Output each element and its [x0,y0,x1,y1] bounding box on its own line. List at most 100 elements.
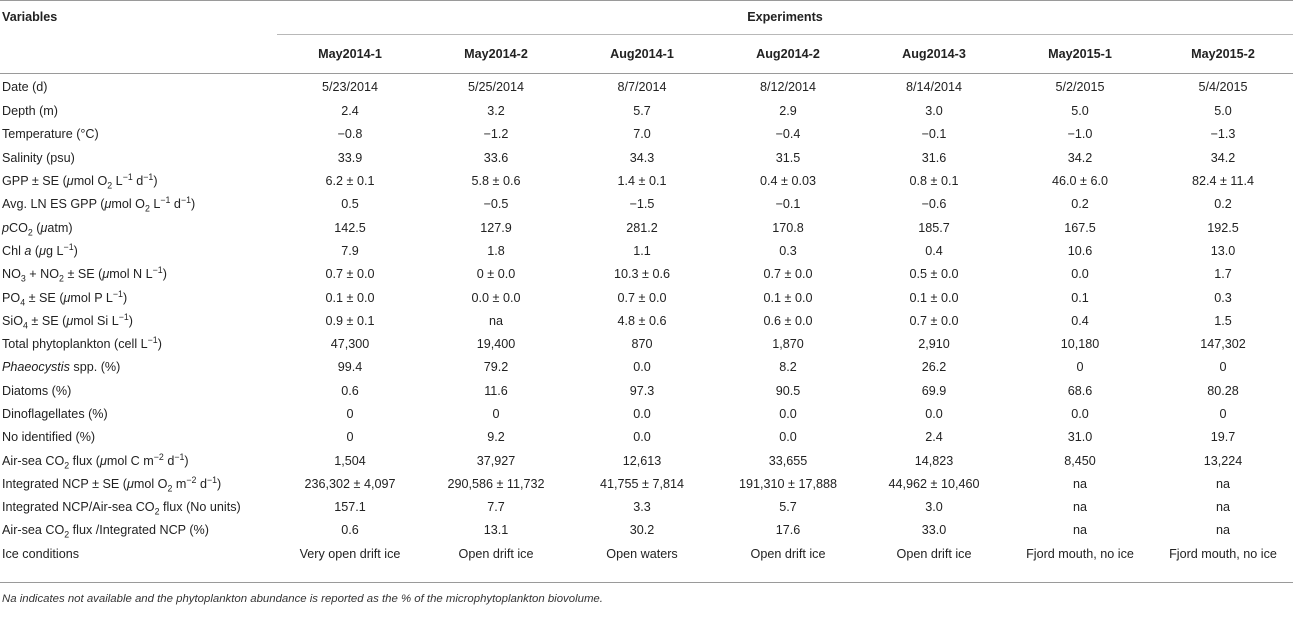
table-cell: −0.1 [775,197,801,212]
table-cell: 1,870 [772,337,804,352]
table-cell: Fjord mouth, no ice [1153,542,1293,584]
table-cell: 157.1 [334,500,366,515]
table-cell: 34.3 [629,150,655,165]
header-row-top: Variables Experiments [0,0,1293,35]
table-cell: 10,180 [1060,337,1100,352]
table-cell: −0.6 [921,197,947,212]
table-cell: 90.5 [775,383,801,398]
table-cell: 34.2 [1210,150,1236,165]
table-row: Phaeocystis spp. (%) 99.4 79.2 0.0 8.2 26.2 0 0 [0,356,1293,379]
table-cell: 31.5 [775,150,801,165]
table-cell: na [1072,476,1087,491]
table-cell: 167.5 [1064,220,1096,235]
row-label: GPP ± SE (μmol O2 L−1 d−1) [2,171,158,191]
table-cell: 47,300 [330,337,370,352]
table-cell: −1.0 [1067,127,1093,142]
table-cell: 11.6 [484,383,508,398]
table-cell: 14,823 [914,453,954,468]
table-cell: 0.8 ± 0.1 [909,174,959,189]
table-cell: 0.6 [341,383,359,398]
table-cell: 1.5 [1214,313,1232,328]
table-cell: 19.7 [1210,430,1236,445]
row-label: Phaeocystis spp. (%) [2,360,121,375]
table-cell: 3.2 [487,104,505,119]
table-cell: 127.9 [480,220,512,235]
table-cell: 147,302 [1200,337,1246,352]
table-cell: 2.9 [779,104,797,119]
table-row: Salinity (psu) 33.9 33.6 34.3 31.5 31.6 34.2 34… [0,147,1293,170]
row-label: Date (d) [0,73,277,100]
table-cell: 0.1 ± 0.0 [325,290,375,305]
table-row: Date (d) 5/23/2014 5/25/2014 8/7/2014 8/12/2… [0,73,1293,100]
table-cell: 0.4 [1071,313,1089,328]
table-cell: 5/23/2014 [277,73,423,100]
table-row: Chl a (μg L−1) 7.9 1.8 1.1 0.3 0.4 10.6 13.0 [0,240,1293,263]
table-cell: 0 ± 0.0 [476,267,516,282]
table-cell: 6.2 ± 0.1 [325,174,375,189]
table-cell: 33.0 [921,523,947,538]
row-label: Depth (m) [2,104,58,119]
column-header-aug2014-2: Aug2014-2 [756,46,820,61]
table-cell: 31.0 [1067,430,1093,445]
table-cell: 13.1 [483,523,509,538]
table-cell: 142.5 [334,220,366,235]
table-cell: −0.4 [775,127,801,142]
table-cell: 0.4 ± 0.03 [760,174,816,189]
table-cell: 0.2 [1214,197,1232,212]
table-cell: 0.0 [1071,267,1089,282]
table-cell: 0.0 [779,430,797,445]
table-cell: 44,962 ± 10,460 [888,476,980,491]
table-cell: 46.0 ± 6.0 [1052,174,1108,189]
table-cell: 12,613 [622,453,662,468]
table-cell: 2.4 [925,430,943,445]
table-cell: 870 [631,337,653,352]
table-cell: 7.9 [341,243,359,258]
table-cell: −1.3 [1210,127,1236,142]
table-row: No identified (%) 0 9.2 0.0 0.0 2.4 31.0 19.7 [0,426,1293,449]
table-cell: 0.0 [633,360,651,375]
table-cell: 8,450 [1064,453,1096,468]
table-row: Avg. LN ES GPP (μmol O2 L−1 d−1) 0.5 −0.5 −… [0,193,1293,216]
table-cell: 69.9 [921,383,947,398]
column-header-may2014-2: May2014-2 [464,46,528,61]
table-cell: 0.4 [925,243,943,258]
table-cell: Open waters [569,542,715,584]
table-cell: 82.4 ± 11.4 [1192,174,1254,189]
table-cell: 26.2 [921,360,947,375]
table-cell: 13.0 [1210,243,1236,258]
table-cell: 4.8 ± 0.6 [617,313,667,328]
row-label: Ice conditions [0,542,277,584]
table-cell: na [1072,500,1087,515]
table-cell: −1.2 [483,127,509,142]
table-cell: 97.3 [629,383,655,398]
table-body: Date (d) 5/23/2014 5/25/2014 8/7/2014 8/12/2… [0,73,1293,584]
table-cell: 191,310 ± 17,888 [739,476,837,491]
table-row: Depth (m) 2.4 3.2 5.7 2.9 3.0 5.0 5.0 [0,100,1293,123]
table-cell: 0.5 [341,197,359,212]
table-cell: 2.4 [341,104,359,119]
table-cell: 236,302 ± 4,097 [304,476,396,491]
table-row: GPP ± SE (μmol O2 L−1 d−1) 6.2 ± 0.1 5.8 ±… [0,170,1293,193]
table-cell: 5/2/2015 [1007,73,1153,100]
table-cell: 31.6 [921,150,947,165]
header-spacer [0,35,277,74]
table-cell: 10.3 ± 0.6 [614,267,670,282]
table-cell: 19,400 [476,337,516,352]
table-cell: 79.2 [483,360,509,375]
table-cell: 1,504 [334,453,366,468]
table-row: SiO4 ± SE (μmol Si L−1) 0.9 ± 0.1 na 4.8 ± … [0,310,1293,333]
table-cell: 8/12/2014 [715,73,861,100]
row-label: Salinity (psu) [2,150,75,165]
table-cell: 0 [346,407,354,421]
table-cell: 0.5 ± 0.0 [909,267,959,282]
table-row: Ice conditions Very open drift ice Open dr… [0,542,1293,584]
table-cell: 0 [1076,360,1084,375]
table-cell: 192.5 [1207,220,1239,235]
table-cell: Fjord mouth, no ice [1007,542,1153,584]
table-cell: 0.1 ± 0.0 [909,290,959,305]
table-cell: 5/25/2014 [423,73,569,100]
table-cell: 290,586 ± 11,732 [447,476,545,491]
header-row-columns: May2014-1 May2014-2 Aug2014-1 Aug2014-2 Aug2… [0,35,1293,74]
table-container: Variables Experiments May2014-1 May2014-2… [0,0,1293,605]
table-cell: 281.2 [626,220,658,235]
